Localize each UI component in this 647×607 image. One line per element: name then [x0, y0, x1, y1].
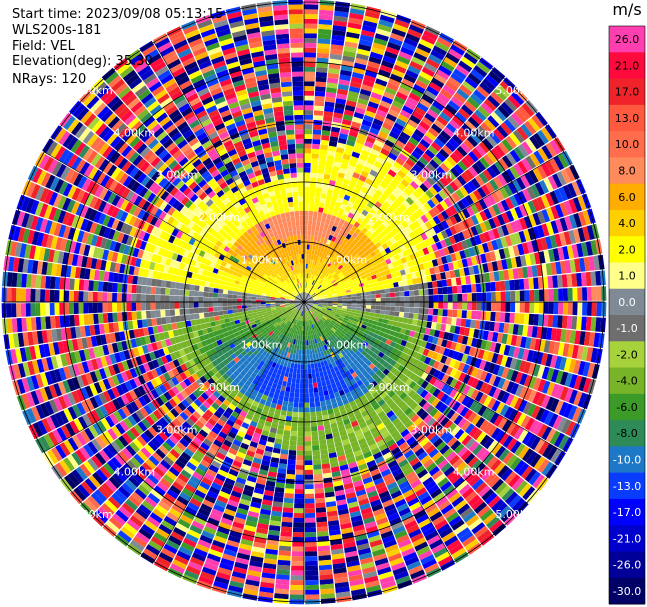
colorbar-tick-label: -26.0 — [613, 559, 641, 572]
start-time-label: Start time: 2023/09/08 05:13:15 — [12, 7, 224, 22]
range-ring-label: 2.00km — [198, 381, 240, 394]
range-ring-label: 4.00km — [114, 466, 156, 479]
colorbar-bin — [609, 26, 645, 53]
ppi-plot: 1.00km 1.00km 1.00km 1.00km 2.00km 2.00km 2.00… — [1, 0, 607, 605]
range-ring-label: 2.00km — [368, 211, 410, 224]
colorbar-tick-label: 6.0 — [618, 191, 636, 204]
range-ring-label: 5.00km — [495, 84, 537, 97]
colorbar-tick-label: -17.0 — [613, 506, 641, 519]
range-ring-label: 4.00km — [114, 126, 156, 139]
colorbar-bin — [609, 341, 645, 369]
colorbar-tick-label: -4.0 — [616, 375, 637, 388]
colorbar-tick-label: 8.0 — [618, 165, 636, 178]
colorbar-bin — [609, 104, 645, 132]
colorbar-tick-label: 21.0 — [615, 59, 640, 72]
azimuth-spoke — [44, 301, 305, 453]
azimuth-spoke — [303, 151, 564, 303]
colorbar-tick-label: -1.0 — [616, 322, 637, 335]
colorbar-bin — [609, 393, 645, 421]
colorbar-bin — [609, 367, 645, 395]
colorbar-bin — [609, 236, 645, 263]
instrument-label: WLS200s-181 — [12, 23, 102, 38]
colorbar-tick-label: -30.0 — [613, 585, 641, 598]
colorbar-bin — [609, 262, 645, 290]
colorbar-bin — [609, 157, 645, 185]
ppi-gates — [1, 0, 607, 605]
range-ring-label: 3.00km — [410, 423, 452, 436]
colorbar-tick-label: 2.0 — [618, 243, 636, 256]
colorbar-tick-label: -13.0 — [613, 480, 641, 493]
azimuth-spoke — [303, 301, 455, 562]
colorbar-bin — [609, 52, 645, 80]
colorbar-bin — [609, 315, 645, 342]
range-ring-label: 3.00km — [410, 169, 452, 182]
azimuth-spoke — [153, 42, 305, 303]
range-ring-label: 1.00km — [241, 254, 283, 267]
colorbar-bin — [609, 209, 645, 237]
azimuth-spoke — [153, 301, 305, 562]
colorbar-bin — [609, 551, 645, 579]
colorbar-tick-label: 26.0 — [615, 33, 640, 46]
azimuth-spoke — [44, 151, 305, 303]
field-label: Field: VEL — [12, 39, 75, 54]
colorbar-tick-label: -2.0 — [616, 348, 637, 361]
range-ring-label: 3.00km — [156, 423, 198, 436]
colorbar-tick-label: -21.0 — [613, 532, 641, 545]
colorbar-bin — [609, 288, 645, 316]
range-ring-label: 2.00km — [198, 211, 240, 224]
azimuth-spoke — [303, 42, 455, 303]
elevation-label: Elevation(deg): 35.30 — [12, 54, 153, 69]
colorbar-tick-label: -10.0 — [613, 454, 641, 467]
colorbar-tick-label: 13.0 — [615, 112, 640, 125]
range-ring-label: 5.00km — [71, 84, 113, 97]
colorbar-bin — [609, 420, 645, 447]
range-ring-label: 2.00km — [368, 381, 410, 394]
range-ring-label: 1.00km — [326, 338, 368, 351]
colorbar-tick-label: -8.0 — [616, 427, 637, 440]
range-rings: 1.00km 1.00km 1.00km 1.00km 2.00km 2.00km 2.00… — [3, 1, 605, 603]
range-ring-label: 4.00km — [453, 466, 495, 479]
colorbar-bin — [609, 131, 645, 158]
colorbar-outline — [608, 25, 646, 605]
colorbar-tick-label: -6.0 — [616, 401, 637, 414]
nrays-label: NRays: 120 — [12, 72, 87, 87]
range-ring-label: 3.00km — [156, 169, 198, 182]
colorbar-tick-label: 10.0 — [615, 138, 640, 151]
colorbar-bin — [609, 78, 645, 106]
range-ring-label: 4.00km — [453, 126, 495, 139]
colorbar-bin — [609, 446, 645, 474]
colorbar-bin — [609, 472, 645, 500]
colorbar-bin — [609, 498, 645, 526]
range-ring-label: 1.00km — [241, 338, 283, 351]
colorbar-tick-label: 0.0 — [618, 296, 636, 309]
colorbar-unit-label: m/s — [612, 0, 642, 19]
range-ring-label: 5.00km — [495, 508, 537, 521]
colorbar-tick-label: 4.0 — [618, 217, 636, 230]
colorbar-bin — [609, 577, 645, 605]
colorbar-tick-label: 17.0 — [615, 86, 640, 99]
colorbar-bin — [609, 525, 645, 552]
range-ring-label: 1.00km — [326, 254, 368, 267]
range-ring-label: 5.00km — [71, 508, 113, 521]
colorbar-tick-label: 1.0 — [618, 270, 636, 283]
azimuth-spoke — [303, 301, 564, 453]
colorbar-bin — [609, 183, 645, 211]
